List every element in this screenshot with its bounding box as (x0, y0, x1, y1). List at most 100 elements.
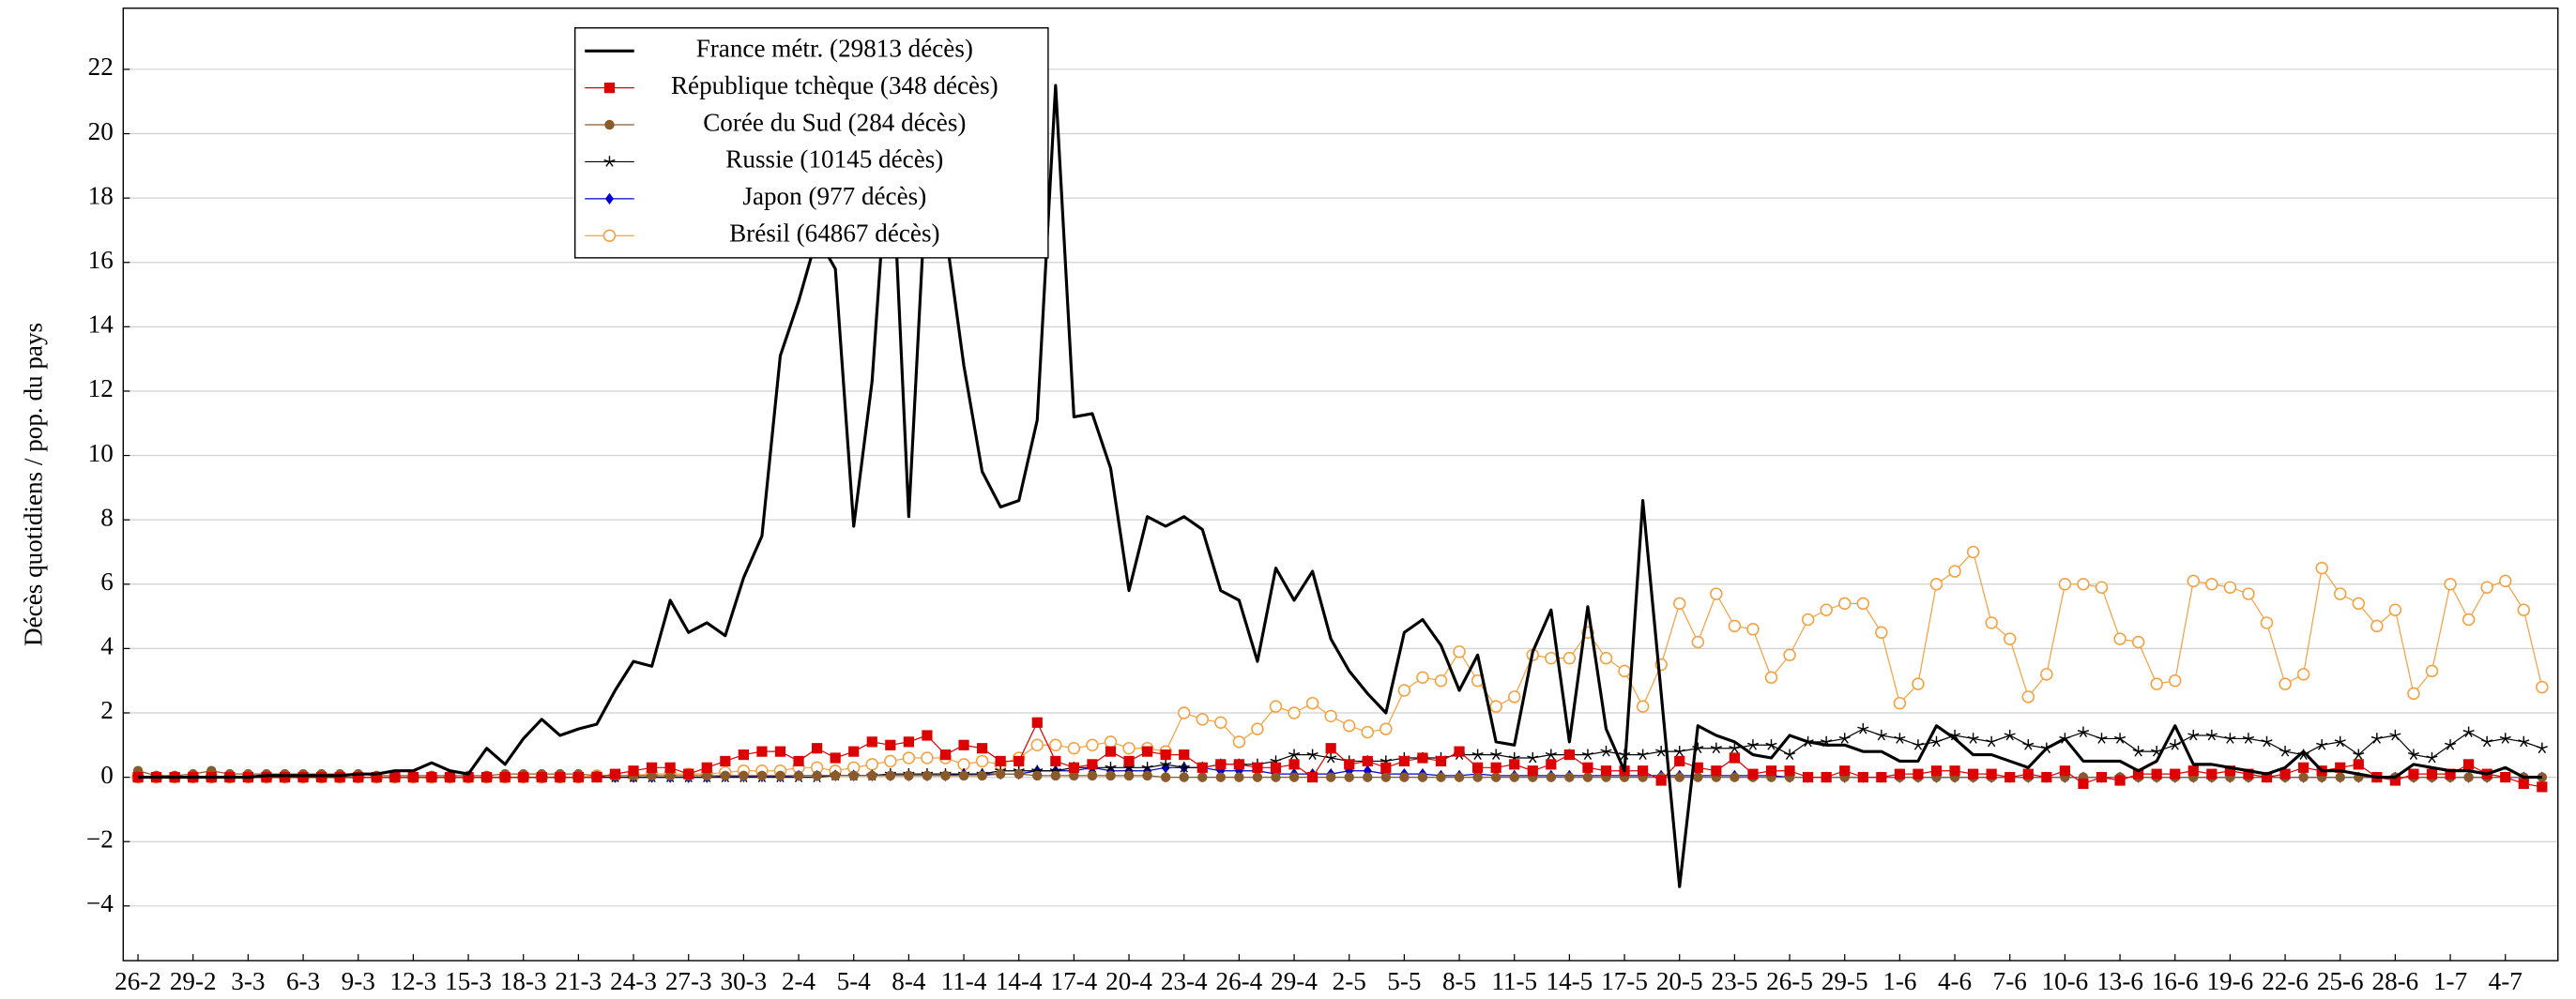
data-point (2242, 587, 2255, 600)
series-line (137, 770, 2542, 779)
legend-label: République tchèque (348 décès) (671, 71, 998, 99)
data-point (830, 770, 841, 781)
data-point (866, 736, 877, 748)
data-point (1215, 772, 1227, 782)
data-point (756, 770, 768, 781)
data-point (2334, 735, 2346, 748)
data-point (1655, 746, 1668, 757)
data-point (1050, 770, 1061, 781)
data-point (1399, 772, 1410, 782)
data-point (1875, 626, 1888, 639)
data-point (1509, 759, 1520, 770)
y-tick-label: −4 (86, 889, 114, 917)
data-point (1233, 759, 1244, 770)
data-point (1582, 762, 1593, 773)
data-point (1105, 762, 1117, 773)
data-point (739, 770, 749, 781)
data-point (2004, 729, 2016, 741)
x-tick-label: 29-5 (1821, 967, 1868, 995)
x-tick-label: 10-6 (2042, 967, 2089, 995)
data-point (2041, 771, 2052, 783)
data-point (2480, 581, 2493, 594)
data-point (922, 770, 933, 781)
data-point (2022, 768, 2034, 780)
data-point (1930, 765, 1943, 777)
data-point (2279, 768, 2291, 780)
data-point (2517, 603, 2531, 616)
data-point (2425, 664, 2439, 678)
data-point (1436, 772, 1446, 782)
data-point (1232, 735, 1246, 749)
data-point (2059, 765, 2070, 777)
data-point (389, 771, 401, 783)
data-point (1986, 735, 1998, 748)
data-point (2316, 739, 2328, 750)
data-point (1344, 772, 1354, 782)
x-tick-label: 27-3 (665, 967, 712, 995)
data-point (1618, 664, 1631, 678)
x-tick-label: 11-4 (941, 967, 987, 995)
data-point (1344, 759, 1355, 770)
x-tick-label: 22-6 (2262, 967, 2309, 995)
data-point (2114, 733, 2126, 744)
data-point (1363, 772, 1373, 782)
data-point (1930, 735, 1943, 748)
data-point (2224, 765, 2235, 777)
data-point (1380, 762, 1392, 773)
data-point (1454, 772, 1465, 782)
x-tick-label: 19-6 (2207, 967, 2254, 995)
data-point (2518, 735, 2530, 748)
x-tick-label: 26-4 (1216, 967, 1263, 995)
data-point (2096, 733, 2108, 744)
data-point (2518, 778, 2529, 790)
data-point (2389, 775, 2401, 786)
data-point (1417, 752, 1428, 764)
data-point (1179, 772, 1189, 782)
data-point (444, 771, 456, 783)
data-point (664, 762, 676, 773)
x-tick-label: 8-4 (892, 967, 926, 995)
data-point (939, 749, 952, 761)
data-point (1288, 749, 1301, 760)
data-point (1214, 716, 1227, 730)
data-point (1894, 733, 1906, 744)
data-point (2242, 733, 2254, 744)
data-point (975, 754, 989, 768)
x-tick-label: 20-5 (1656, 967, 1703, 995)
data-point (1271, 772, 1281, 782)
legend-marker (602, 229, 617, 242)
data-point (353, 771, 364, 783)
data-point (1305, 696, 1319, 710)
data-point (261, 771, 272, 783)
legend-label: Russie (10145 décès) (725, 145, 943, 174)
data-point (1673, 746, 1685, 757)
data-point (2333, 587, 2347, 600)
data-point (1397, 684, 1411, 697)
data-point (1545, 651, 1558, 665)
data-point (1875, 729, 1887, 741)
data-point (2021, 690, 2035, 704)
data-point (1123, 755, 1135, 767)
data-point (2445, 768, 2456, 780)
data-point (1949, 729, 1961, 741)
x-tick-label: 17-4 (1051, 967, 1098, 995)
series (132, 723, 2548, 782)
data-point (2260, 616, 2274, 629)
legend-marker (603, 83, 616, 94)
data-point (572, 771, 584, 783)
data-point (2408, 768, 2419, 780)
data-point (1710, 587, 1723, 600)
x-tick-label: 4-7 (2489, 967, 2523, 995)
x-tick-label: 29-4 (1271, 967, 1318, 995)
data-point (1160, 758, 1172, 770)
data-point (848, 770, 859, 781)
data-point (2315, 561, 2328, 575)
x-tick-label: 18-3 (500, 967, 547, 995)
data-point (664, 770, 676, 781)
data-point (2077, 578, 2090, 591)
data-point (2353, 749, 2365, 760)
data-point (1876, 771, 1887, 783)
x-tick-label: 26-2 (114, 967, 161, 995)
data-point (2536, 742, 2548, 754)
